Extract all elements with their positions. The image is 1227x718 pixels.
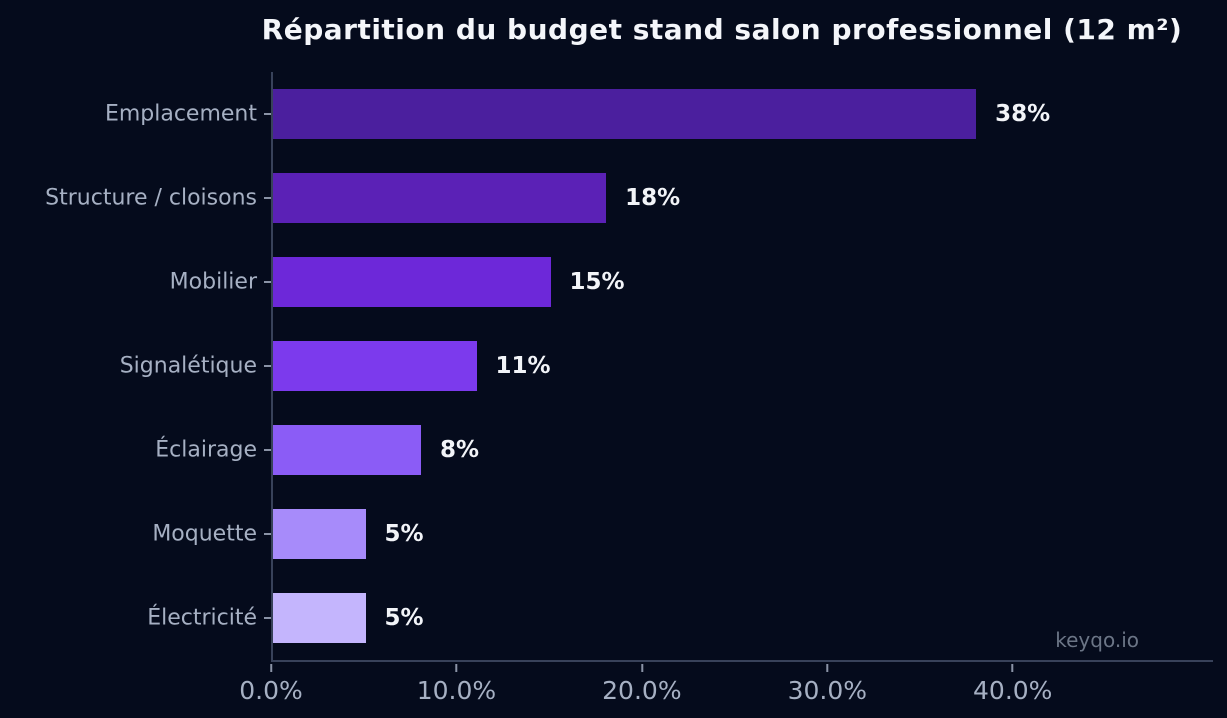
bar-value-label: 18% (625, 185, 681, 211)
x-axis: 0.0% 10.0% 20.0% 30.0% 40.0% (239, 664, 1213, 718)
category-label: Moquette (152, 521, 257, 547)
category-label: Mobilier (169, 269, 257, 295)
x-axis-tick-mark (826, 664, 829, 672)
x-axis-tick-label: 20.0% (602, 676, 682, 705)
plot-area: Emplacement 38% Structure / cloisons 18% Mob… (45, 72, 1213, 662)
bar (273, 425, 422, 475)
x-axis-tick: 20.0% (602, 664, 682, 705)
bar (273, 341, 477, 391)
x-axis-tick-label: 0.0% (239, 676, 303, 705)
x-axis-tick-mark (269, 664, 272, 672)
bar-row: Moquette 5% (152, 492, 1213, 576)
bar-row: Signalétique 11% (120, 324, 1213, 408)
watermark: keyqo.io (1055, 628, 1139, 652)
x-axis-tick-mark (455, 664, 458, 672)
bar (273, 593, 366, 643)
y-axis-tick-mark (264, 113, 271, 115)
bar-row: Éclairage 8% (155, 408, 1213, 492)
bar (273, 173, 607, 223)
y-axis-tick-mark (264, 449, 271, 451)
bar-value-label: 38% (995, 101, 1051, 127)
x-axis-tick: 10.0% (417, 664, 496, 705)
category-label: Emplacement (104, 101, 257, 127)
category-label: Électricité (147, 605, 257, 631)
y-axis-tick-mark (264, 197, 271, 199)
x-axis-tick-label: 40.0% (973, 676, 1053, 705)
y-axis-tick-mark (264, 617, 271, 619)
category-label: Signalétique (119, 353, 257, 379)
chart-title: Répartition du budget stand salon profes… (261, 13, 1183, 46)
x-axis-tick: 30.0% (788, 664, 867, 705)
x-axis-tick-mark (1011, 664, 1014, 672)
bar-row: Emplacement 38% (105, 72, 1213, 156)
bar-value-label: 11% (495, 353, 551, 379)
bar-value-label: 5% (384, 521, 424, 547)
y-axis-tick-mark (264, 533, 271, 535)
y-axis-tick-mark (264, 365, 271, 367)
bar-row: Mobilier 15% (170, 240, 1213, 324)
category-label: Éclairage (155, 437, 257, 463)
y-axis-tick-mark (264, 281, 271, 283)
bar-row: Électricité 5% (147, 576, 1213, 660)
x-axis-tick-label: 30.0% (787, 676, 868, 705)
bar (273, 89, 977, 139)
x-axis-tick: 40.0% (973, 664, 1052, 705)
bar (273, 257, 551, 307)
bar-value-label: 15% (569, 269, 625, 295)
x-axis-tick-label: 10.0% (416, 676, 497, 705)
bar (273, 509, 366, 559)
bar-value-label: 5% (384, 605, 424, 631)
x-axis-tick-mark (640, 664, 643, 672)
x-axis-tick: 0.0% (239, 664, 303, 705)
category-label: Structure / cloisons (45, 185, 257, 211)
bar-value-label: 8% (440, 437, 480, 463)
bar-row: Structure / cloisons 18% (45, 156, 1213, 240)
